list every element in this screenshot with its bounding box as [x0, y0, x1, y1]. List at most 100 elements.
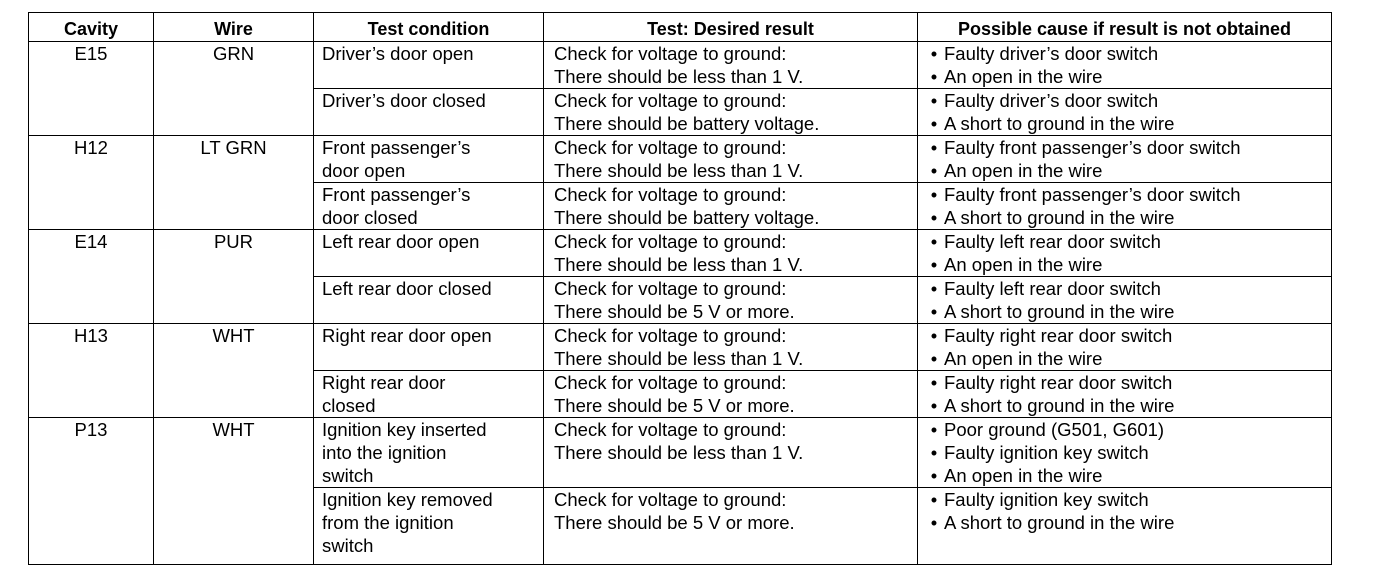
desired-result-line: There should be less than 1 V. — [554, 66, 804, 87]
table-row: P13 WHT Ignition key inserted into the igni… — [28, 417, 1332, 565]
desired-result-cell: Check for voltage to ground: There should… — [543, 276, 918, 324]
table-row: Driver’s door closed Check for voltage to… — [29, 88, 1332, 136]
test-condition-line: switch — [322, 535, 374, 556]
test-condition-cell: Ignition key inserted into the ignition sw… — [313, 417, 544, 488]
desired-result-line: There should be 5 V or more. — [554, 512, 795, 533]
table-row: Ignition key removed from the ignition swi… — [29, 487, 1332, 565]
cause-text: Faulty ignition key switch — [944, 489, 1149, 510]
cavity-cell: E14 — [28, 229, 154, 324]
cause-text: Faulty ignition key switch — [944, 442, 1149, 463]
desired-result-line: There should be less than 1 V. — [554, 348, 804, 369]
test-condition-line: Front passenger’s — [322, 137, 471, 158]
test-condition-line: Driver’s door open — [322, 43, 474, 64]
bullet-icon: • — [930, 231, 938, 252]
test-condition-line: switch — [322, 465, 374, 486]
cause-item: • Faulty driver’s door switch — [924, 89, 1331, 112]
cause-item: • An open in the wire — [924, 464, 1331, 487]
test-condition-line: closed — [322, 395, 376, 416]
desired-result-line: There should be less than 1 V. — [554, 442, 804, 463]
cause-item: • Faulty front passenger’s door switch — [924, 183, 1331, 206]
table-row: Right rear door closed Check for voltage t… — [29, 370, 1332, 418]
bullet-icon: • — [930, 207, 938, 228]
door-switch-test-table: Cavity Wire Test condition Test: Desired… — [28, 12, 1332, 565]
cause-text: An open in the wire — [944, 348, 1103, 369]
cause-text: Faulty front passenger’s door switch — [944, 137, 1241, 158]
cavity-cell: H12 — [28, 135, 154, 230]
header-desired-result: Test: Desired result — [543, 12, 918, 42]
table-row: E15 GRN Driver’s door open Check for voltag… — [28, 41, 1332, 136]
cause-item: • Faulty right rear door switch — [924, 371, 1331, 394]
bullet-icon: • — [930, 113, 938, 134]
bullet-icon: • — [930, 489, 938, 510]
desired-result-line: Check for voltage to ground: — [554, 231, 787, 252]
possible-cause-cell: • Faulty ignition key switch • A short to g… — [917, 487, 1332, 565]
table-row: E14 PUR Left rear door open Check for volta… — [28, 229, 1332, 324]
possible-cause-cell: • Poor ground (G501, G601) • Faulty ignitio… — [917, 417, 1332, 488]
cause-text: Faulty left rear door switch — [944, 278, 1161, 299]
test-condition-line: into the ignition — [322, 442, 447, 463]
cause-text: An open in the wire — [944, 465, 1103, 486]
cause-item: • An open in the wire — [924, 65, 1331, 88]
cause-item: • A short to ground in the wire — [924, 112, 1331, 135]
desired-result-line: Check for voltage to ground: — [554, 489, 787, 510]
test-condition-line: door open — [322, 160, 406, 181]
header-wire: Wire — [153, 12, 314, 42]
header-test-condition: Test condition — [313, 12, 544, 42]
cause-item: • Faulty driver’s door switch — [924, 42, 1331, 65]
test-condition-line: Left rear door closed — [322, 278, 492, 299]
test-condition-line: Ignition key removed — [322, 489, 493, 510]
cause-item: • An open in the wire — [924, 159, 1331, 182]
test-condition-cell: Left rear door open — [313, 229, 544, 277]
possible-cause-cell: • Faulty right rear door switch • A short t… — [917, 370, 1332, 418]
cause-text: A short to ground in the wire — [944, 113, 1175, 134]
cause-item: • Faulty left rear door switch — [924, 230, 1331, 253]
test-condition-cell: Right rear door closed — [313, 370, 544, 418]
bullet-icon: • — [930, 395, 938, 416]
cause-text: An open in the wire — [944, 254, 1103, 275]
bullet-icon: • — [930, 90, 938, 111]
possible-cause-cell: • Faulty driver’s door switch • A short to … — [917, 88, 1332, 136]
desired-result-cell: Check for voltage to ground: There should… — [543, 135, 918, 183]
cause-item: • Faulty ignition key switch — [924, 441, 1331, 464]
desired-result-line: Check for voltage to ground: — [554, 137, 787, 158]
possible-cause-cell: • Faulty right rear door switch • An open i… — [917, 323, 1332, 371]
cause-text: Faulty driver’s door switch — [944, 90, 1159, 111]
wire-cell: WHT — [153, 323, 314, 418]
desired-result-line: There should be battery voltage. — [554, 207, 820, 228]
desired-result-line: Check for voltage to ground: — [554, 43, 787, 64]
cause-item: • An open in the wire — [924, 253, 1331, 276]
desired-result-line: There should be less than 1 V. — [554, 160, 804, 181]
cause-text: Faulty right rear door switch — [944, 372, 1173, 393]
bullet-icon: • — [930, 184, 938, 205]
desired-result-line: Check for voltage to ground: — [554, 184, 787, 205]
test-condition-cell: Left rear door closed — [313, 276, 544, 324]
cause-item: • A short to ground in the wire — [924, 394, 1331, 417]
header-possible-cause: Possible cause if result is not obtained — [917, 12, 1332, 42]
wire-cell: GRN — [153, 41, 314, 136]
test-condition-line: door closed — [322, 207, 418, 228]
cause-item: • Faulty ignition key switch — [924, 488, 1331, 511]
desired-result-line: Check for voltage to ground: — [554, 325, 787, 346]
possible-cause-cell: • Faulty driver’s door switch • An open in … — [917, 41, 1332, 89]
desired-result-cell: Check for voltage to ground: There should… — [543, 182, 918, 230]
bullet-icon: • — [930, 465, 938, 486]
cause-text: Faulty driver’s door switch — [944, 43, 1159, 64]
desired-result-line: Check for voltage to ground: — [554, 90, 787, 111]
test-condition-cell: Right rear door open — [313, 323, 544, 371]
bullet-icon: • — [930, 278, 938, 299]
desired-result-cell: Check for voltage to ground: There should… — [543, 370, 918, 418]
header-cavity: Cavity — [28, 12, 154, 42]
test-condition-line: from the ignition — [322, 512, 454, 533]
cause-item: • A short to ground in the wire — [924, 511, 1331, 534]
test-condition-line: Right rear door open — [322, 325, 492, 346]
desired-result-line: There should be battery voltage. — [554, 113, 820, 134]
bullet-icon: • — [930, 137, 938, 158]
bullet-icon: • — [930, 419, 938, 440]
test-condition-line: Left rear door open — [322, 231, 480, 252]
bullet-icon: • — [930, 442, 938, 463]
bullet-icon: • — [930, 301, 938, 322]
bullet-icon: • — [930, 66, 938, 87]
desired-result-line: Check for voltage to ground: — [554, 372, 787, 393]
desired-result-cell: Check for voltage to ground: There should… — [543, 417, 918, 488]
cause-item: • Faulty right rear door switch — [924, 324, 1331, 347]
